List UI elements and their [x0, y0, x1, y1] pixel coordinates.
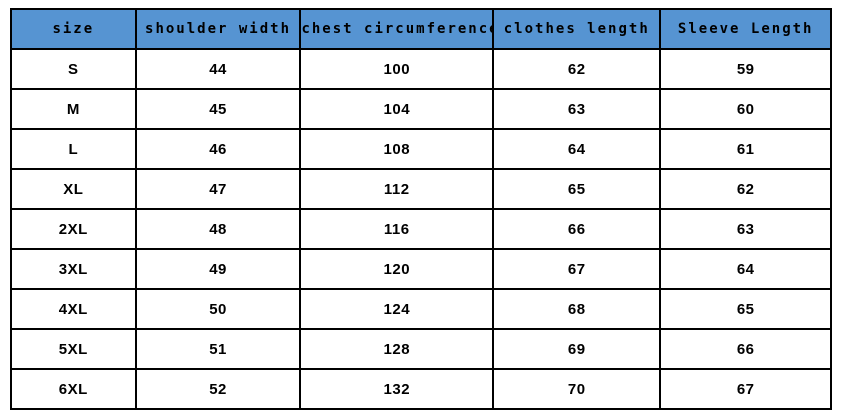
chest-circumference-cell: 132 — [299, 368, 495, 410]
table-row: 5XL 51 128 69 66 — [10, 328, 832, 370]
size-label-cell: 4XL — [10, 288, 137, 330]
clothes-length-cell: 69 — [492, 328, 662, 370]
clothes-length-cell: 70 — [492, 368, 662, 410]
clothes-length-cell: 66 — [492, 208, 662, 250]
sleeve-length-cell: 67 — [659, 368, 832, 410]
chest-circumference-cell: 124 — [299, 288, 495, 330]
size-label-cell: 3XL — [10, 248, 137, 290]
size-label-cell: XL — [10, 168, 137, 210]
header-cell-size: size — [10, 8, 137, 50]
size-chart-table: size shoulder width chest circumference … — [10, 8, 832, 410]
shoulder-width-cell: 46 — [134, 128, 302, 170]
table-row: 6XL 52 132 70 67 — [10, 368, 832, 410]
chest-circumference-cell: 100 — [299, 48, 495, 90]
sleeve-length-cell: 64 — [659, 248, 832, 290]
clothes-length-cell: 68 — [492, 288, 662, 330]
chest-circumference-cell: 116 — [299, 208, 495, 250]
size-label-cell: L — [10, 128, 137, 170]
clothes-length-cell: 64 — [492, 128, 662, 170]
size-label-cell: 5XL — [10, 328, 137, 370]
clothes-length-cell: 67 — [492, 248, 662, 290]
sleeve-length-cell: 59 — [659, 48, 832, 90]
header-row: size shoulder width chest circumference … — [10, 8, 832, 50]
table-row: M 45 104 63 60 — [10, 88, 832, 130]
size-label-cell: S — [10, 48, 137, 90]
table-row: L 46 108 64 61 — [10, 128, 832, 170]
clothes-length-cell: 63 — [492, 88, 662, 130]
sleeve-length-cell: 65 — [659, 288, 832, 330]
header-cell-chest-circumference: chest circumference — [299, 8, 495, 50]
table-row: 4XL 50 124 68 65 — [10, 288, 832, 330]
sleeve-length-cell: 62 — [659, 168, 832, 210]
chest-circumference-cell: 120 — [299, 248, 495, 290]
sleeve-length-cell: 60 — [659, 88, 832, 130]
table-row: XL 47 112 65 62 — [10, 168, 832, 210]
table-row: 2XL 48 116 66 63 — [10, 208, 832, 250]
sleeve-length-cell: 63 — [659, 208, 832, 250]
shoulder-width-cell: 47 — [134, 168, 302, 210]
table-row: 3XL 49 120 67 64 — [10, 248, 832, 290]
shoulder-width-cell: 52 — [134, 368, 302, 410]
shoulder-width-cell: 44 — [134, 48, 302, 90]
shoulder-width-cell: 50 — [134, 288, 302, 330]
header-cell-shoulder-width: shoulder width — [134, 8, 302, 50]
clothes-length-cell: 65 — [492, 168, 662, 210]
table-row: S 44 100 62 59 — [10, 48, 832, 90]
size-label-cell: 2XL — [10, 208, 137, 250]
size-label-cell: 6XL — [10, 368, 137, 410]
size-label-cell: M — [10, 88, 137, 130]
shoulder-width-cell: 51 — [134, 328, 302, 370]
sleeve-length-cell: 66 — [659, 328, 832, 370]
clothes-length-cell: 62 — [492, 48, 662, 90]
chest-circumference-cell: 112 — [299, 168, 495, 210]
chest-circumference-cell: 128 — [299, 328, 495, 370]
shoulder-width-cell: 49 — [134, 248, 302, 290]
sleeve-length-cell: 61 — [659, 128, 832, 170]
header-cell-clothes-length: clothes length — [492, 8, 662, 50]
chest-circumference-cell: 104 — [299, 88, 495, 130]
header-cell-sleeve-length: Sleeve Length — [659, 8, 832, 50]
shoulder-width-cell: 45 — [134, 88, 302, 130]
chest-circumference-cell: 108 — [299, 128, 495, 170]
shoulder-width-cell: 48 — [134, 208, 302, 250]
